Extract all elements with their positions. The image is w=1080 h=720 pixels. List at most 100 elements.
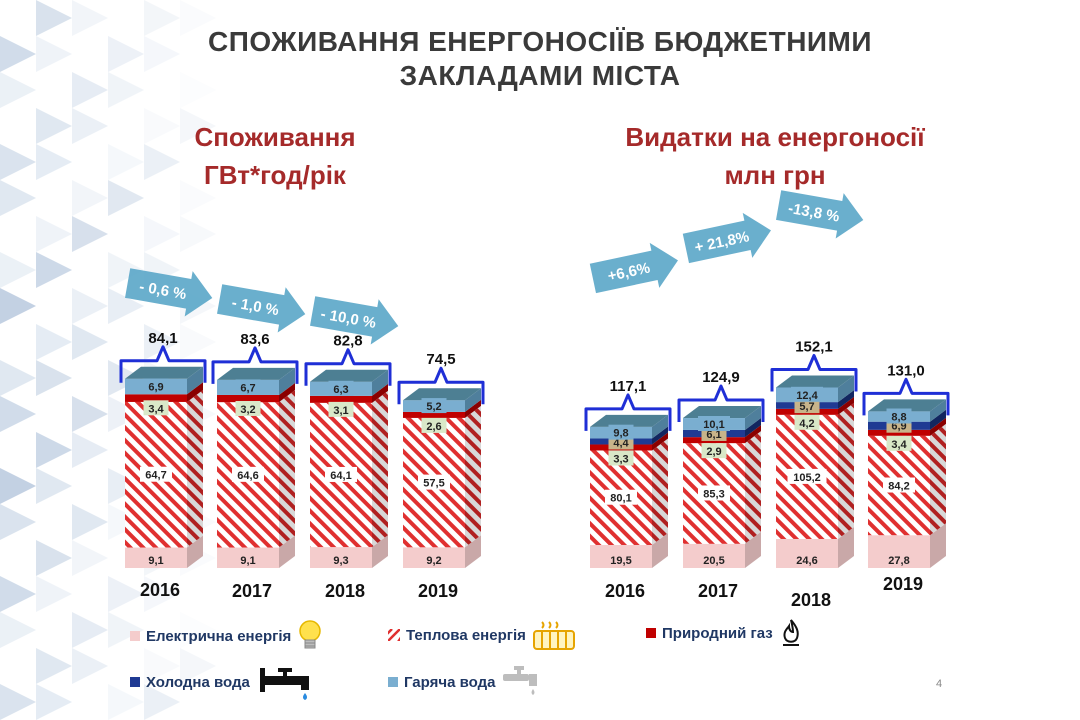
segment-label: 57,5 <box>423 478 444 490</box>
legend-item-hot: Гаряча вода <box>388 662 545 702</box>
bg-triangle <box>36 540 72 576</box>
bg-triangle <box>0 360 36 396</box>
bg-triangle <box>72 540 108 576</box>
bg-triangle <box>0 468 36 504</box>
segment-label-bg <box>883 477 915 493</box>
chart-0: 9,1 64,7 3,4 6,9 84,1 2016 9,1 64,6 3,2 6,7 83,6 20… <box>119 330 485 601</box>
segment-label: 3,3 <box>613 453 628 465</box>
bg-triangle <box>144 648 180 684</box>
segment-side <box>279 382 295 403</box>
slide-title-line2: ЗАКЛАДАМИ МІСТА <box>399 60 681 91</box>
segment-label-bg <box>235 379 261 395</box>
segment-side <box>930 523 946 568</box>
segment-label-bg <box>232 466 264 482</box>
total-label: 74,5 <box>426 351 455 368</box>
segment-label-bg <box>794 398 820 414</box>
total-label: 117,1 <box>610 378 647 395</box>
bar-0-2016: 9,1 64,7 3,4 6,9 84,1 2016 <box>119 330 207 600</box>
bar-top-face <box>590 414 668 427</box>
bg-triangle <box>0 288 36 324</box>
bg-triangle <box>72 396 108 432</box>
segment-label-bg <box>791 386 823 402</box>
bg-triangle <box>72 108 108 144</box>
category-label: 2019 <box>418 581 458 601</box>
left-chart-title-line2: ГВт*год/рік <box>204 160 346 190</box>
segment-label: 6,9 <box>148 382 163 394</box>
category-label: 2016 <box>605 581 645 601</box>
segment-Природний газ <box>217 394 279 403</box>
bar-top-face <box>403 388 481 401</box>
bg-triangle <box>36 576 72 612</box>
segment-label-bg <box>325 466 357 482</box>
change-arrow-shape <box>682 212 771 264</box>
bg-triangle <box>36 108 72 144</box>
segment-label-bg <box>328 401 354 417</box>
bg-triangle <box>36 216 72 252</box>
segment-side <box>838 526 854 568</box>
segment-label-bg <box>787 468 827 484</box>
change-arrow: - 10,0 % <box>310 296 399 345</box>
bg-triangle <box>72 432 108 468</box>
segment-side <box>372 390 388 548</box>
total-brace <box>862 377 950 416</box>
change-arrow: - 1,0 % <box>217 284 306 333</box>
segment-side <box>745 531 761 568</box>
legend: Електрична енергія Теплова енергія <box>130 612 950 702</box>
segment-label: 84,2 <box>888 481 909 493</box>
segment-label-bg <box>421 417 447 433</box>
legend-item-electric: Електрична енергія <box>130 618 323 654</box>
segment-side <box>838 396 854 415</box>
legend-item-gas: Природний газ <box>646 618 803 648</box>
bg-triangle <box>72 504 108 540</box>
change-arrow-shape <box>125 268 213 317</box>
bg-triangle <box>0 612 36 648</box>
bar-top-face <box>217 367 295 380</box>
change-arrow: +6,6% <box>589 242 678 294</box>
total-brace <box>584 393 672 431</box>
light-bulb-icon <box>299 620 322 649</box>
segment-label: 24,6 <box>796 555 817 567</box>
change-arrow-shape <box>589 242 678 294</box>
category-label: 2016 <box>140 580 180 600</box>
segment-label: 105,2 <box>793 472 821 484</box>
legend-label-electric: Електрична енергія <box>146 627 292 645</box>
bg-triangle <box>144 216 180 252</box>
hot-tap-icon <box>503 666 538 695</box>
segment-side <box>279 367 295 395</box>
segment-label-bg <box>698 415 730 431</box>
bg-triangle <box>72 288 108 324</box>
segment-label-bg <box>143 378 169 394</box>
segment-label-bg <box>698 485 730 501</box>
segment-label-bg <box>701 443 727 459</box>
segment-label: 85,3 <box>703 488 724 500</box>
segment-side <box>465 388 481 412</box>
segment-side <box>465 405 481 548</box>
segment-label-bg <box>608 424 634 440</box>
total-label: 84,1 <box>148 330 177 347</box>
segment-side <box>652 432 668 451</box>
segment-label: 9,8 <box>613 428 628 440</box>
segment-side <box>372 383 388 403</box>
segment-label: 9,1 <box>240 555 255 567</box>
segment-side <box>465 399 481 418</box>
bg-triangle <box>0 504 36 540</box>
bg-triangle <box>72 72 108 108</box>
segment-label: 2,6 <box>426 421 441 433</box>
bg-triangle <box>144 144 180 180</box>
right-chart-title-line1: Видатки на енергоносії <box>625 122 925 152</box>
segment-label: 9,3 <box>333 555 348 567</box>
bg-triangle <box>36 36 72 72</box>
segment-Електрична енергія <box>590 544 652 568</box>
bar-top-face <box>310 369 388 382</box>
legend-swatch-electric <box>130 631 140 641</box>
bar-top-face <box>776 375 854 388</box>
segment-label: 80,1 <box>610 493 631 505</box>
segment-label: 3,4 <box>891 439 907 451</box>
legend-item-heat: Теплова енергія <box>388 618 576 652</box>
segment-side <box>465 535 481 568</box>
segment-label: 3,1 <box>333 405 348 417</box>
radiator-icon <box>532 621 575 650</box>
bar-0-2017: 9,1 64,6 3,2 6,7 83,6 2017 <box>211 331 299 601</box>
segment-label: 64,6 <box>237 470 258 482</box>
bg-triangle <box>0 36 36 72</box>
